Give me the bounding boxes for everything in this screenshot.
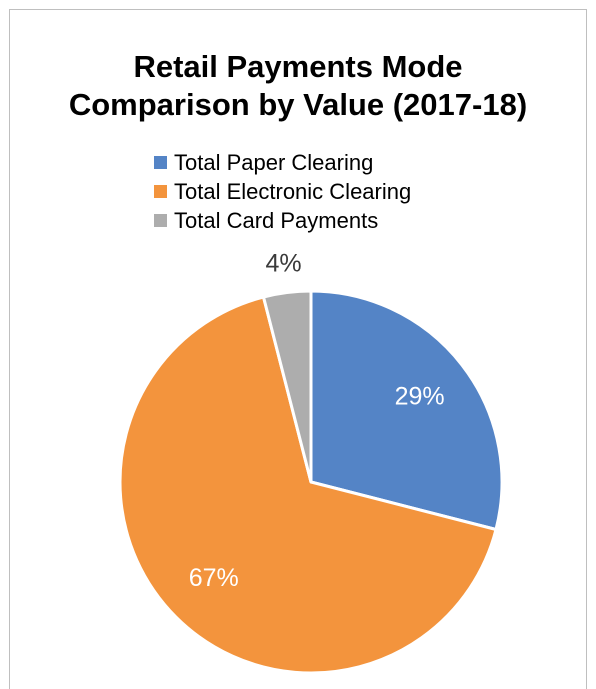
pie-label-card-payments: 4% xyxy=(265,249,301,277)
legend-item-electronic-clearing: Total Electronic Clearing xyxy=(154,177,411,206)
chart-title-line-1: Retail Payments Mode xyxy=(133,49,463,84)
legend-swatch-electronic-clearing xyxy=(154,185,167,198)
pie-slice-paper-clearing xyxy=(309,289,504,531)
pie-label-paper-clearing: 29% xyxy=(395,382,445,410)
legend-swatch-card-payments xyxy=(154,214,167,227)
chart-legend: Total Paper Clearing Total Electronic Cl… xyxy=(154,148,411,235)
pie-slices xyxy=(118,289,504,675)
chart-title: Retail Payments Mode Comparison by Value… xyxy=(0,48,596,124)
legend-label-electronic-clearing: Total Electronic Clearing xyxy=(174,178,412,204)
pie-slice-card-payments xyxy=(262,289,313,484)
legend-item-paper-clearing: Total Paper Clearing xyxy=(154,148,411,177)
pie-labels: 29% 67% 4% xyxy=(189,249,445,592)
legend-label-card-payments: Total Card Payments xyxy=(174,207,379,233)
legend-label-paper-clearing: Total Paper Clearing xyxy=(174,149,374,175)
legend-item-card-payments: Total Card Payments xyxy=(154,206,411,235)
legend-swatch-paper-clearing xyxy=(154,156,167,169)
pie-label-electronic-clearing: 67% xyxy=(189,564,239,592)
chart-title-line-2: Comparison by Value (2017-18) xyxy=(68,87,528,122)
pie-slice-electronic-clearing xyxy=(118,295,498,675)
